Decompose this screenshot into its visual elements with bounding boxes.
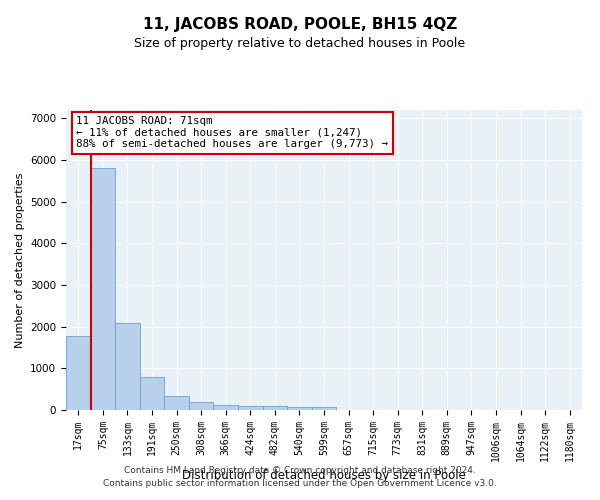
Bar [115, 324, 140, 410]
Bar [164, 396, 189, 410]
Bar [263, 406, 287, 410]
X-axis label: Distribution of detached houses by size in Poole: Distribution of detached houses by size … [182, 469, 466, 482]
Bar [140, 377, 164, 410]
Bar [189, 402, 214, 410]
Bar [238, 406, 263, 410]
Text: 11 JACOBS ROAD: 71sqm
← 11% of detached houses are smaller (1,247)
88% of semi-d: 11 JACOBS ROAD: 71sqm ← 11% of detached … [76, 116, 388, 149]
Text: Contains HM Land Registry data © Crown copyright and database right 2024.
Contai: Contains HM Land Registry data © Crown c… [103, 466, 497, 487]
Bar [91, 168, 115, 410]
Y-axis label: Number of detached properties: Number of detached properties [14, 172, 25, 348]
Text: 11, JACOBS ROAD, POOLE, BH15 4QZ: 11, JACOBS ROAD, POOLE, BH15 4QZ [143, 18, 457, 32]
Bar [66, 336, 91, 410]
Bar [287, 406, 312, 410]
Bar [214, 405, 238, 410]
Text: Size of property relative to detached houses in Poole: Size of property relative to detached ho… [134, 38, 466, 51]
Bar [312, 407, 336, 410]
